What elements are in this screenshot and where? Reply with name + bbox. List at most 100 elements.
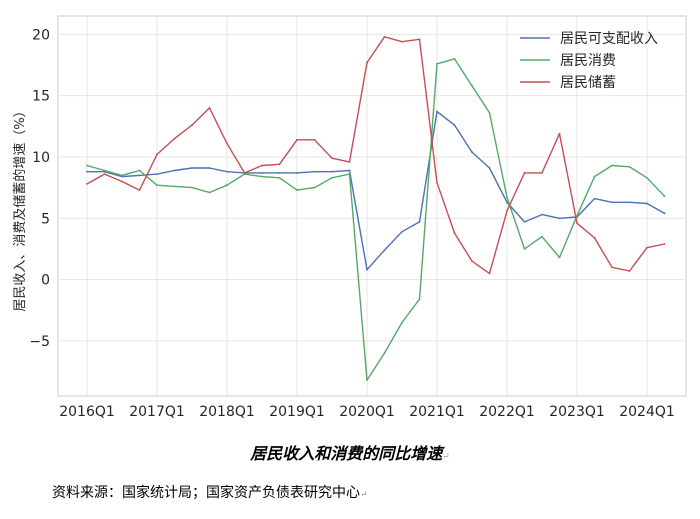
data-point: [383, 249, 386, 252]
data-point: [331, 157, 333, 160]
data-point: [296, 138, 298, 141]
data-point: [471, 84, 473, 87]
data-point: [418, 38, 421, 41]
data-point: [663, 195, 666, 198]
data-point: [366, 268, 368, 271]
data-point: [261, 164, 263, 167]
data-point: [138, 189, 141, 191]
data-point: [523, 221, 526, 223]
data-point: [558, 217, 561, 220]
y-tick-label: 20: [32, 27, 50, 43]
data-point: [523, 172, 526, 174]
data-point: [401, 40, 403, 43]
grid-lines: [58, 16, 686, 396]
x-tick-label: 2023Q1: [549, 404, 605, 420]
data-point: [628, 201, 631, 204]
data-point: [663, 243, 666, 245]
data-point: [313, 170, 316, 173]
x-tick-label: 2021Q1: [409, 404, 465, 420]
legend-label: 居民储蓄: [560, 75, 616, 91]
data-point: [226, 170, 228, 173]
paragraph-mark: ↵: [442, 452, 450, 462]
data-point: [208, 107, 211, 109]
data-point: [191, 186, 193, 189]
data-point: [278, 176, 281, 179]
data-point: [401, 230, 403, 233]
x-tick-label: 2020Q1: [339, 404, 395, 420]
data-point: [331, 176, 333, 179]
data-point: [121, 180, 123, 183]
figure-caption: 居民收入和消费的同比增速↵: [0, 440, 700, 464]
data-point: [86, 164, 88, 167]
data-point: [418, 298, 421, 301]
x-tick-label: 2018Q1: [199, 404, 255, 420]
data-point: [226, 142, 228, 145]
series-line-2: [86, 58, 666, 381]
data-point: [471, 151, 473, 153]
y-tick-label: 0: [41, 273, 50, 289]
x-tick-label: 2024Q1: [619, 404, 675, 420]
data-point: [558, 256, 561, 259]
x-tick-label: 2017Q1: [129, 404, 185, 420]
data-point: [208, 167, 211, 169]
source-note: 资料来源：国家统计局；国家资产负债表研究中心↵: [52, 482, 368, 502]
data-point: [611, 266, 613, 269]
data-point: [576, 222, 578, 225]
data-point: [366, 379, 368, 381]
source-text: 资料来源：国家统计局；国家资产负债表研究中心: [52, 485, 360, 501]
series-line-3: [86, 36, 665, 275]
data-point: [628, 270, 631, 272]
data-point: [401, 321, 403, 324]
data-point: [611, 201, 613, 204]
legend-label: 居民可支配收入: [560, 31, 658, 47]
data-point: [331, 170, 333, 173]
data-point: [506, 201, 508, 204]
data-point: [86, 183, 88, 185]
data-point: [558, 132, 561, 135]
data-point: [436, 110, 438, 113]
data-point: [541, 235, 543, 238]
paragraph-mark: ↵: [360, 490, 368, 500]
axis-ticks: −5 0 5 10 15 20 2016Q1 2017Q1 2018Q1 2019Q1 2020Q1…: [29, 27, 674, 420]
data-point: [436, 62, 438, 65]
series-lines: [86, 35, 666, 381]
data-point: [593, 175, 596, 178]
data-point: [488, 272, 491, 275]
y-tick-label: −5: [29, 334, 50, 350]
data-point: [348, 160, 351, 163]
data-point: [611, 164, 613, 167]
data-point: [506, 210, 508, 212]
data-point: [156, 184, 158, 187]
y-tick-label: 5: [41, 211, 50, 227]
data-point: [383, 35, 386, 38]
data-point: [226, 184, 228, 187]
data-point: [471, 260, 473, 263]
data-point: [278, 172, 281, 174]
data-point: [296, 189, 298, 191]
data-point: [138, 169, 141, 172]
data-point: [383, 352, 386, 354]
caption-text: 居民收入和消费的同比增速: [250, 444, 443, 463]
data-point: [523, 248, 526, 250]
data-point: [348, 169, 351, 172]
x-tick-label: 2019Q1: [269, 404, 325, 420]
y-tick-label: 10: [32, 150, 50, 166]
series-line-1: [87, 110, 665, 271]
data-point: [541, 213, 543, 216]
data-point: [278, 163, 281, 166]
data-point: [313, 186, 316, 189]
data-point: [243, 172, 246, 174]
data-point: [453, 232, 456, 234]
data-point: [296, 172, 298, 174]
data-point: [348, 173, 351, 176]
y-axis-label: 居民收入、消费及储蓄的增速（%）: [12, 104, 28, 311]
data-point: [86, 170, 88, 173]
data-point: [173, 169, 176, 172]
plot-area: [57, 15, 687, 397]
data-point: [366, 61, 368, 64]
data-point: [121, 174, 123, 177]
data-point: [208, 191, 211, 194]
data-point: [593, 197, 596, 200]
data-point: [173, 185, 176, 188]
